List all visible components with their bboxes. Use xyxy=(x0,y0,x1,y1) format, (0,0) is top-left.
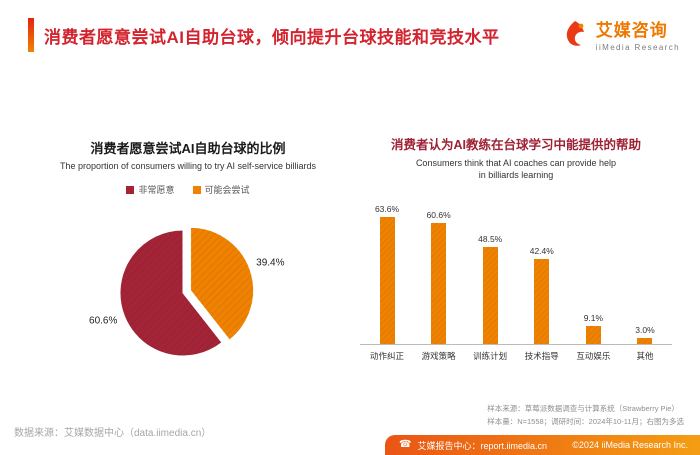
bar xyxy=(431,223,447,345)
footer-bar: ☎ 艾媒报告中心：report.iimedia.cn ©2024 iiMedia… xyxy=(385,435,700,455)
bar-value-label: 48.5% xyxy=(478,234,503,245)
phone-icon: ☎ xyxy=(399,439,412,450)
pie-value-label: 60.6% xyxy=(89,315,118,327)
bars-plot-area: 63.6% 60.6% 48.5% 42.4% 9.1% 3.0% xyxy=(360,193,672,346)
iimedia-flame-icon xyxy=(566,21,584,46)
bar-category-label: 游戏策略 xyxy=(421,351,456,362)
bar-chart-subtitle: Consumers think that AI coaches can prov… xyxy=(360,157,672,181)
pie-chart: 39.4% 60.6% xyxy=(38,198,338,383)
footer-report-link[interactable]: 艾媒报告中心：report.iimedia.cn xyxy=(417,440,547,451)
legend-item: 可能会尝试 xyxy=(192,183,250,196)
bar xyxy=(637,338,653,345)
pie-slice-hatch xyxy=(120,230,222,356)
bar-chart-subtitle-line1: Consumers think that AI coaches can prov… xyxy=(415,158,617,168)
pie-chart-section: 消费者愿意尝试AI自助台球的比例 The proportion of consu… xyxy=(38,138,338,383)
legend-item: 非常愿意 xyxy=(126,183,175,196)
bar-column: 9.1% xyxy=(570,313,616,345)
bar-column: 60.6% xyxy=(416,210,462,345)
pie-value-label: 39.4% xyxy=(256,257,285,269)
data-source-note: 数据来源：艾媒数据中心（data.iimedia.cn） xyxy=(14,428,212,439)
bar-column: 63.6% xyxy=(364,204,410,345)
iimedia-logo: 艾媒咨询 iiMedia Research xyxy=(560,16,680,52)
sample-source-line2: 样本量：N=1558；调研时间：2024年10-11月；右图为多选 xyxy=(487,416,684,426)
logo-brand: 艾媒咨询 xyxy=(595,21,668,40)
bar xyxy=(585,326,601,345)
sample-source-line1: 样本来源：草莓派数据调查与计算系统（Strawberry Pie） xyxy=(487,404,679,414)
bar-value-label: 60.6% xyxy=(426,210,451,221)
page-title: 消费者愿意尝试AI自助台球，倾向提升台球技能和竞技水平 xyxy=(44,27,500,47)
bar-value-label: 9.1% xyxy=(583,313,604,324)
bar-value-label: 3.0% xyxy=(635,325,655,336)
bar-category-label: 互动娱乐 xyxy=(576,351,611,362)
bar-category-label: 动作纠正 xyxy=(369,351,404,362)
pie-slice-hatch xyxy=(190,227,254,340)
legend-swatch xyxy=(192,185,201,194)
bar-value-label: 63.6% xyxy=(374,204,400,215)
bar-column: 3.0% xyxy=(622,325,668,345)
bar-value-label: 42.4% xyxy=(529,246,554,257)
footer-copyright: ©2024 iiMedia Research Inc. xyxy=(572,440,688,450)
bar xyxy=(534,259,550,345)
bar-column: 42.4% xyxy=(519,246,565,345)
bar xyxy=(379,217,395,345)
pie-svg xyxy=(119,226,255,357)
bar-category-label: 技术指导 xyxy=(524,351,559,362)
bar-category-label: 其他 xyxy=(636,351,654,362)
bar-chart: 63.6% 60.6% 48.5% 42.4% 9.1% 3.0% 动作纠正 游戏策略 训练计… xyxy=(360,193,672,362)
bar xyxy=(482,247,498,345)
logo-subtitle: iiMedia Research xyxy=(595,43,680,52)
bar-chart-subtitle-line2: in billiards learning xyxy=(478,170,554,181)
bars-category-axis: 动作纠正 游戏策略 训练计划 技术指导 互动娱乐 其他 xyxy=(360,350,672,362)
pie-legend: 非常愿意 可能会尝试 xyxy=(38,183,338,196)
bar-category-label: 训练计划 xyxy=(473,351,508,362)
slide-header: 消费者愿意尝试AI自助台球，倾向提升台球技能和竞技水平 xyxy=(28,18,500,52)
legend-label: 非常愿意 xyxy=(138,185,175,195)
bar-column: 48.5% xyxy=(467,234,513,345)
bar-chart-section: 消费者认为AI教练在台球学习中能提供的帮助 Consumers think th… xyxy=(360,134,672,362)
bar-chart-title: 消费者认为AI教练在台球学习中能提供的帮助 xyxy=(390,138,641,152)
pie-chart-subtitle: The proportion of consumers willing to t… xyxy=(59,161,317,171)
pie-chart-title: 消费者愿意尝试AI自助台球的比例 xyxy=(90,141,286,156)
title-accent-bar xyxy=(28,18,34,52)
legend-label: 可能会尝试 xyxy=(204,185,250,195)
logo-text: 艾媒咨询 iiMedia Research xyxy=(596,16,680,52)
sample-source-note: 样本来源：草莓派数据调查与计算系统（Strawberry Pie） 样本量：N=… xyxy=(487,403,684,428)
legend-swatch xyxy=(126,185,135,194)
